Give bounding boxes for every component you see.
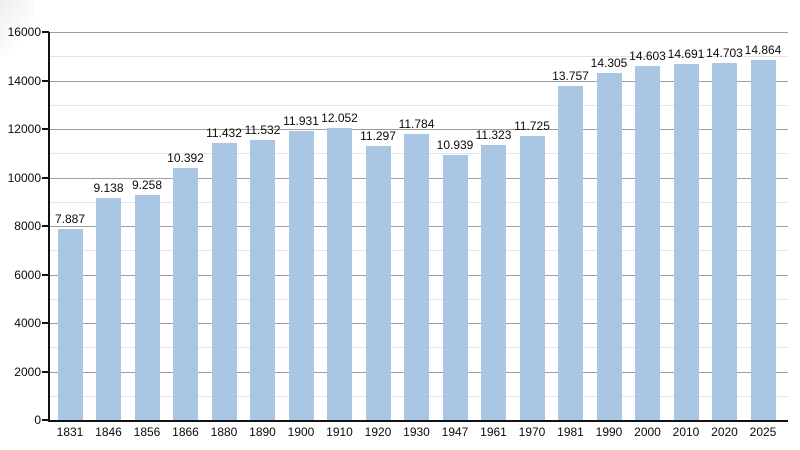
x-tick-label: 1900 <box>287 425 315 439</box>
x-tick-label: 2025 <box>749 425 777 439</box>
y-tick-label: 12000 <box>7 122 41 136</box>
y-axis <box>48 32 50 422</box>
bar-value-label: 9.258 <box>131 178 163 193</box>
bar-value-label: 11.432 <box>206 125 242 140</box>
bar-1920 <box>365 146 391 420</box>
x-tick-label: 1981 <box>557 425 584 439</box>
bar-1990 <box>596 73 622 420</box>
bar-1981 <box>558 86 583 420</box>
x-tick-label: 1947 <box>441 425 469 439</box>
bar-1961 <box>481 145 506 420</box>
x-tick-label: 2000 <box>634 425 661 439</box>
bar-value-label: 14.691 <box>667 46 705 61</box>
x-tick-label: 1866 <box>172 425 199 439</box>
y-tick-label: 0 <box>34 413 41 427</box>
y-tick-mark <box>42 322 49 324</box>
y-tick-mark <box>42 273 49 276</box>
y-tick-mark <box>42 31 49 33</box>
major-gridline <box>50 32 788 33</box>
y-tick-mark <box>42 419 49 421</box>
x-tick-label: 1910 <box>326 425 353 439</box>
x-tick-label: 1856 <box>133 425 161 439</box>
x-tick-label: 1970 <box>518 425 546 439</box>
x-tick-label: 2010 <box>672 425 700 439</box>
bar-value-label: 10.939 <box>436 137 474 152</box>
x-tick-label: 1930 <box>403 425 430 439</box>
bar-value-label: 12.052 <box>321 110 358 125</box>
x-tick-label: 1920 <box>364 425 392 439</box>
bar-value-label: 11.725 <box>514 118 550 133</box>
bar-value-label: 11.784 <box>398 117 435 132</box>
bar-1856 <box>134 195 160 420</box>
x-tick-label: 1846 <box>95 425 122 439</box>
x-tick-label: 1831 <box>56 425 84 439</box>
bar-value-label: 9.138 <box>93 181 124 196</box>
bar-2000 <box>635 65 660 420</box>
y-tick-label: 4000 <box>14 316 41 330</box>
bar-1831 <box>57 228 83 420</box>
bar-1846 <box>96 198 121 420</box>
y-tick-label: 2000 <box>14 364 41 379</box>
y-tick-label: 10000 <box>7 170 41 185</box>
x-tick-label: 2020 <box>711 425 738 439</box>
y-tick-mark <box>42 128 49 130</box>
y-tick-mark <box>42 225 49 227</box>
bar-value-label: 13.757 <box>552 69 589 84</box>
bar-value-label: 11.297 <box>360 129 396 144</box>
y-tick-mark <box>42 370 49 373</box>
bar-value-label: 14.603 <box>629 48 666 63</box>
bar-value-label: 14.305 <box>590 56 628 71</box>
bar-2010 <box>673 63 699 420</box>
bar-1970 <box>519 135 545 420</box>
y-tick-mark <box>42 79 49 82</box>
x-axis <box>48 420 788 422</box>
minor-gridline <box>50 56 788 58</box>
x-tick-label: 1890 <box>249 425 276 439</box>
bar-1910 <box>327 127 352 420</box>
y-tick-label: 16000 <box>7 25 41 39</box>
bar-1930 <box>404 134 429 420</box>
bar-2020 <box>712 63 737 420</box>
bar-value-label: 10.392 <box>167 150 204 165</box>
bar-value-label: 11.931 <box>283 113 319 128</box>
bar-value-label: 14.864 <box>744 42 782 57</box>
y-tick-label: 6000 <box>14 267 41 282</box>
major-gridline <box>50 129 788 130</box>
bar-1866 <box>173 167 198 420</box>
bar-2025 <box>750 59 776 420</box>
x-tick-label: 1961 <box>480 425 507 439</box>
bar-1880 <box>211 142 237 420</box>
bar-value-label: 11.323 <box>475 128 512 143</box>
bar-1890 <box>250 140 275 420</box>
bar-value-label: 11.532 <box>244 123 281 138</box>
bar-1947 <box>442 154 468 420</box>
y-tick-label: 8000 <box>14 219 41 233</box>
y-tick-label: 14000 <box>7 73 41 88</box>
minor-gridline <box>50 104 788 106</box>
major-gridline <box>50 80 788 82</box>
x-tick-label: 1880 <box>210 425 238 439</box>
bar-1900 <box>288 130 314 420</box>
bar-value-label: 7.887 <box>54 211 86 226</box>
y-tick-mark <box>42 176 49 179</box>
x-tick-label: 1990 <box>595 425 623 439</box>
bar-value-label: 14.703 <box>706 46 743 61</box>
